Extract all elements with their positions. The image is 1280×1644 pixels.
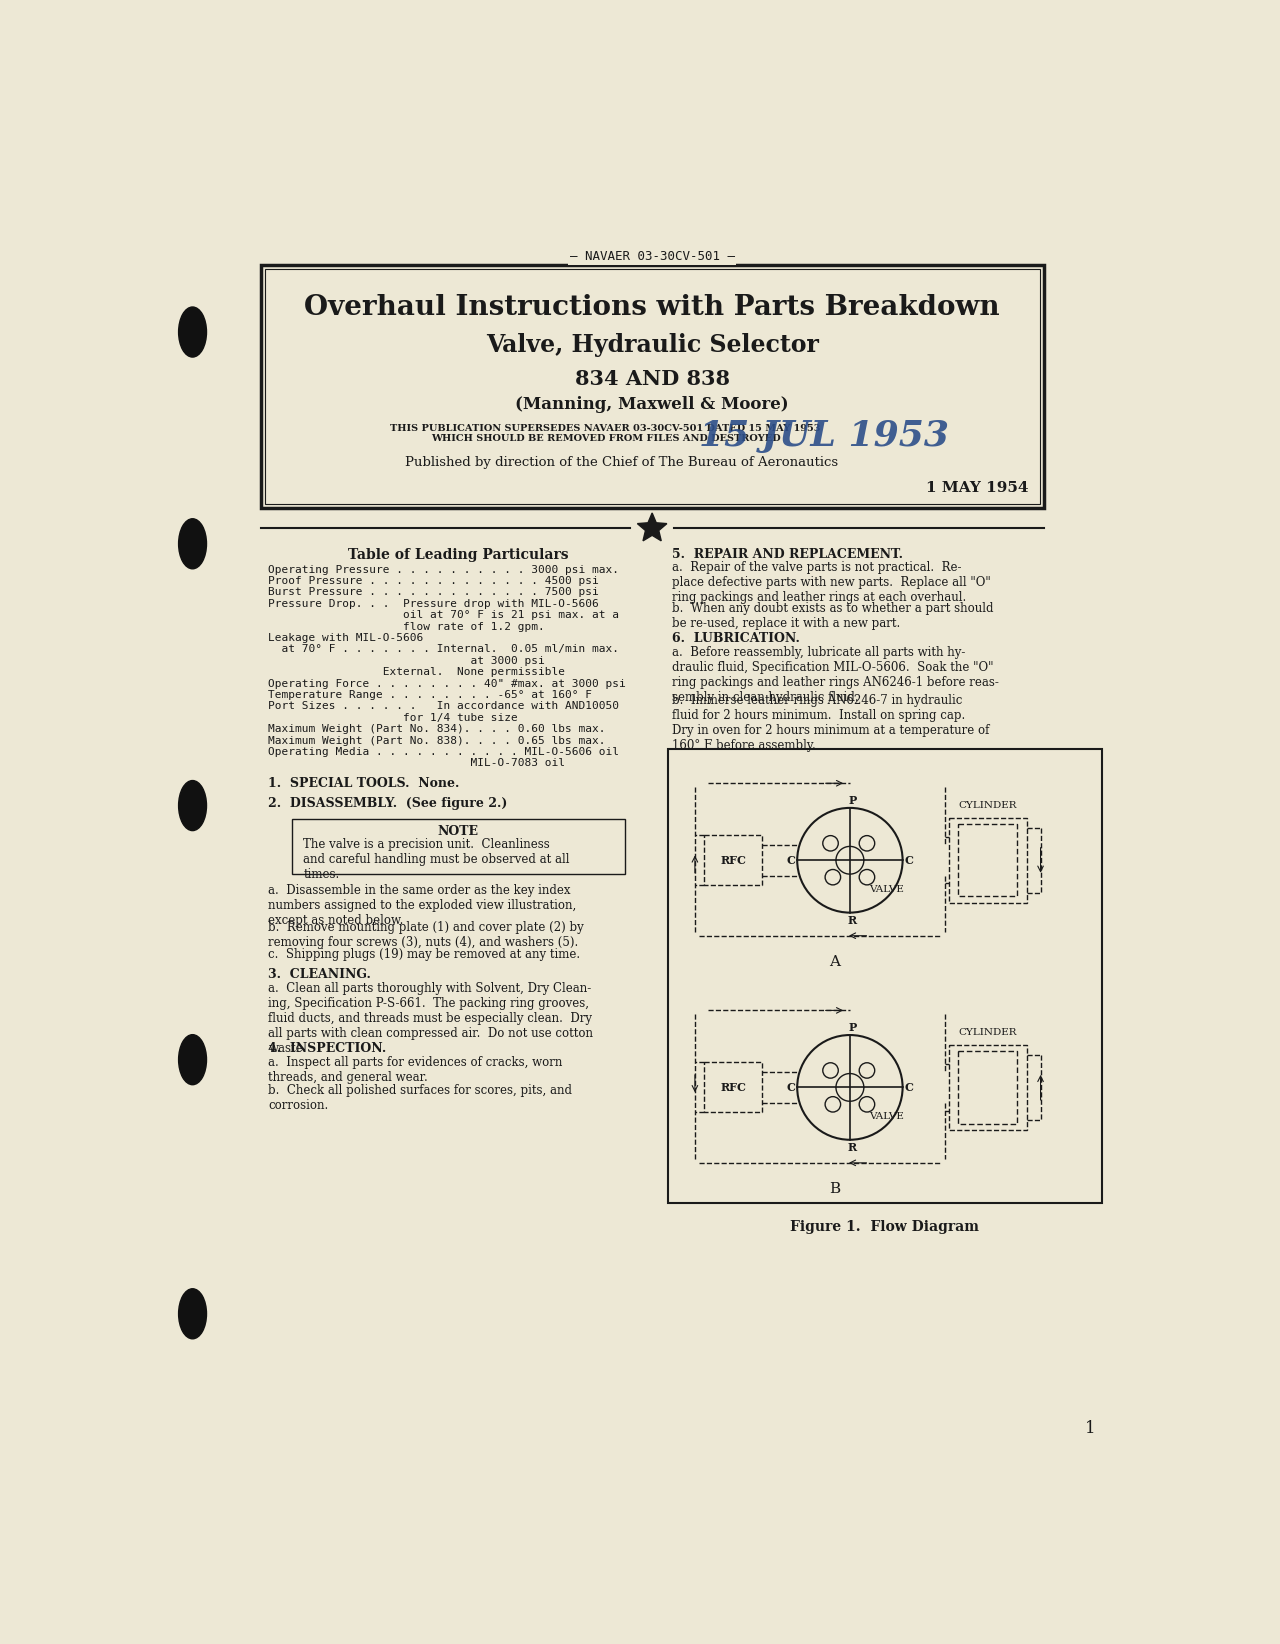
Text: The valve is a precision unit.  Cleanliness
and careful handling must be observe: The valve is a precision unit. Cleanline… <box>303 838 570 881</box>
Text: 5.  REPAIR AND REPLACEMENT.: 5. REPAIR AND REPLACEMENT. <box>672 547 902 561</box>
Text: a.  Inspect all parts for evidences of cracks, worn
threads, and general wear.: a. Inspect all parts for evidences of cr… <box>269 1055 563 1083</box>
Text: P: P <box>849 794 856 806</box>
Text: VALVE: VALVE <box>869 884 904 894</box>
Text: VALVE: VALVE <box>869 1111 904 1121</box>
Text: Valve, Hydraulic Selector: Valve, Hydraulic Selector <box>485 332 819 357</box>
Text: C: C <box>786 1082 795 1093</box>
Text: External.  None permissible: External. None permissible <box>269 667 566 677</box>
Text: Pressure Drop. . .  Pressure drop with MIL-O-5606: Pressure Drop. . . Pressure drop with MI… <box>269 598 599 608</box>
Text: NOTE: NOTE <box>438 825 479 838</box>
Bar <box>959 1051 1018 1123</box>
Bar <box>959 824 1018 896</box>
Text: Operating Pressure . . . . . . . . . . 3000 psi max.: Operating Pressure . . . . . . . . . . 3… <box>269 564 620 574</box>
Text: C: C <box>786 855 795 866</box>
Text: a.  Before reassembly, lubricate all parts with hy-
draulic fluid, Specification: a. Before reassembly, lubricate all part… <box>672 646 998 704</box>
Bar <box>265 270 1039 503</box>
Text: Maximum Weight (Part No. 834). . . . 0.60 lbs max.: Maximum Weight (Part No. 834). . . . 0.6… <box>269 723 605 735</box>
Text: b.  Check all polished surfaces for scores, pits, and
corrosion.: b. Check all polished surfaces for score… <box>269 1083 572 1111</box>
Ellipse shape <box>179 1289 206 1338</box>
Bar <box>948 819 1027 903</box>
Text: — NAVAER 03-30CV-501 —: — NAVAER 03-30CV-501 — <box>570 250 735 263</box>
Text: a.  Repair of the valve parts is not practical.  Re-
place defective parts with : a. Repair of the valve parts is not prac… <box>672 562 991 605</box>
Text: at 3000 psi: at 3000 psi <box>269 656 545 666</box>
Text: CYLINDER: CYLINDER <box>959 1029 1018 1037</box>
Text: 1 MAY 1954: 1 MAY 1954 <box>925 480 1028 495</box>
Text: Overhaul Instructions with Parts Breakdown: Overhaul Instructions with Parts Breakdo… <box>305 294 1000 321</box>
Text: Port Sizes . . . . . .   In accordance with AND10050: Port Sizes . . . . . . In accordance wit… <box>269 702 620 712</box>
Text: 15 JUL 1953: 15 JUL 1953 <box>699 419 950 454</box>
Text: WHICH SHOULD BE REMOVED FROM FILES AND DESTROYED: WHICH SHOULD BE REMOVED FROM FILES AND D… <box>431 434 781 444</box>
Text: THIS PUBLICATION SUPERSEDES NAVAER 03-30CV-501 DATED 15 MAY 1953: THIS PUBLICATION SUPERSEDES NAVAER 03-30… <box>390 424 820 434</box>
Ellipse shape <box>179 520 206 569</box>
Text: Burst Pressure . . . . . . . . . . . . . 7500 psi: Burst Pressure . . . . . . . . . . . . .… <box>269 587 599 597</box>
Ellipse shape <box>179 307 206 357</box>
Text: Operating Force . . . . . . . . 40" #max. at 3000 psi: Operating Force . . . . . . . . 40" #max… <box>269 679 626 689</box>
Bar <box>704 835 763 884</box>
Text: 3.  CLEANING.: 3. CLEANING. <box>269 968 371 981</box>
Text: R: R <box>847 916 856 926</box>
Text: at 70° F . . . . . . . Internal.  0.05 ml/min max.: at 70° F . . . . . . . Internal. 0.05 ml… <box>269 644 620 654</box>
Text: flow rate of 1.2 gpm.: flow rate of 1.2 gpm. <box>269 621 545 631</box>
Text: 1: 1 <box>1084 1420 1096 1437</box>
Text: Published by direction of the Chief of The Bureau of Aeronautics: Published by direction of the Chief of T… <box>404 455 837 469</box>
Bar <box>261 265 1043 508</box>
Bar <box>948 1046 1027 1129</box>
Text: 2.  DISASSEMBLY.  (See figure 2.): 2. DISASSEMBLY. (See figure 2.) <box>269 797 508 810</box>
Text: CYLINDER: CYLINDER <box>959 801 1018 810</box>
Text: Proof Pressure . . . . . . . . . . . . . 4500 psi: Proof Pressure . . . . . . . . . . . . .… <box>269 575 599 585</box>
Text: b.  Remove mounting plate (1) and cover plate (2) by
removing four screws (3), n: b. Remove mounting plate (1) and cover p… <box>269 921 584 949</box>
Text: 1.  SPECIAL TOOLS.  None.: 1. SPECIAL TOOLS. None. <box>269 778 460 791</box>
Text: RFC: RFC <box>721 855 746 866</box>
Text: b.  Immerse leather rings AN6246-7 in hydraulic
fluid for 2 hours minimum.  Inst: b. Immerse leather rings AN6246-7 in hyd… <box>672 694 989 751</box>
Text: B: B <box>829 1182 840 1197</box>
Text: 4.  INSPECTION.: 4. INSPECTION. <box>269 1042 387 1055</box>
Text: 6.  LUBRICATION.: 6. LUBRICATION. <box>672 633 800 646</box>
Text: Table of Leading Particulars: Table of Leading Particulars <box>348 547 568 562</box>
Text: MIL-O-7083 oil: MIL-O-7083 oil <box>269 758 566 768</box>
Text: R: R <box>847 1143 856 1152</box>
Text: for 1/4 tube size: for 1/4 tube size <box>269 713 518 723</box>
Text: Temperature Range . . . . . . . . -65° at 160° F: Temperature Range . . . . . . . . -65° a… <box>269 690 593 700</box>
Text: C: C <box>905 855 914 866</box>
Ellipse shape <box>179 1034 206 1085</box>
Text: b.  When any doubt exists as to whether a part should
be re-used, replace it wit: b. When any doubt exists as to whether a… <box>672 602 993 630</box>
Bar <box>292 819 625 875</box>
Text: (Manning, Maxwell & Moore): (Manning, Maxwell & Moore) <box>516 396 788 413</box>
Polygon shape <box>637 513 667 541</box>
Text: Figure 1.  Flow Diagram: Figure 1. Flow Diagram <box>790 1220 979 1235</box>
Text: 834 AND 838: 834 AND 838 <box>575 368 730 390</box>
Text: Operating Media . . . . . . . . . . . MIL-O-5606 oil: Operating Media . . . . . . . . . . . MI… <box>269 746 620 756</box>
Text: Maximum Weight (Part No. 838). . . . 0.65 lbs max.: Maximum Weight (Part No. 838). . . . 0.6… <box>269 735 605 745</box>
Text: A: A <box>829 955 840 968</box>
Text: C: C <box>905 1082 914 1093</box>
Text: Leakage with MIL-O-5606: Leakage with MIL-O-5606 <box>269 633 424 643</box>
Text: RFC: RFC <box>721 1082 746 1093</box>
Text: a.  Disassemble in the same order as the key index
numbers assigned to the explo: a. Disassemble in the same order as the … <box>269 884 577 927</box>
Text: c.  Shipping plugs (19) may be removed at any time.: c. Shipping plugs (19) may be removed at… <box>269 949 581 962</box>
Text: a.  Clean all parts thoroughly with Solvent, Dry Clean-
ing, Specification P-S-6: a. Clean all parts thoroughly with Solve… <box>269 981 594 1055</box>
Text: oil at 70° F is 21 psi max. at a: oil at 70° F is 21 psi max. at a <box>269 610 620 620</box>
Ellipse shape <box>179 781 206 830</box>
Text: P: P <box>849 1021 856 1032</box>
Bar <box>668 748 1102 1203</box>
Bar <box>704 1062 763 1113</box>
